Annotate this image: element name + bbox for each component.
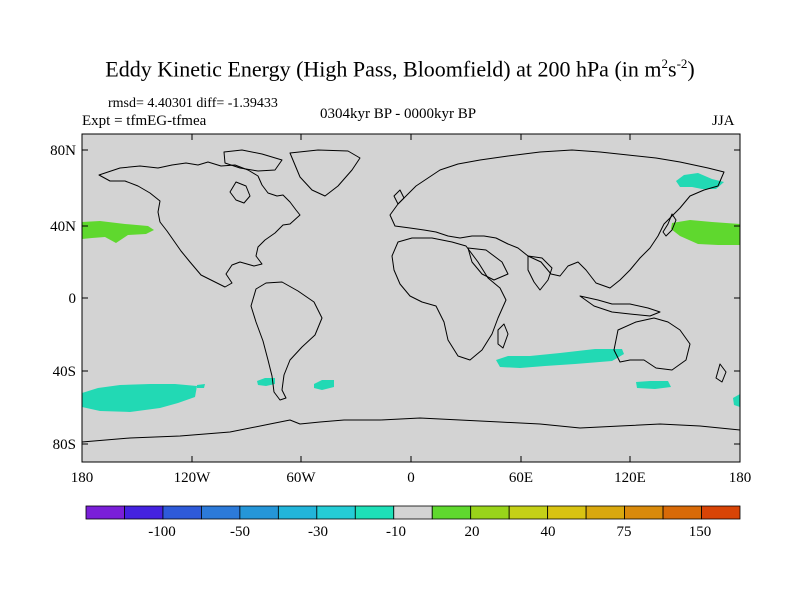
title-sup-1: 2 — [661, 56, 669, 71]
coast-hudson-bay — [229, 181, 251, 204]
colorbar-label: 20 — [465, 524, 480, 540]
stats-text: rmsd= 4.40301 diff= -1.39433 — [108, 96, 278, 111]
colorbar-swatch — [201, 505, 241, 520]
coast-north-america — [98, 161, 301, 288]
colorbar-swatch — [624, 505, 664, 520]
colorbar-label: -10 — [386, 524, 406, 540]
period-text: 0304kyr BP - 0000kyr BP — [320, 106, 477, 122]
lat-label: 40S — [53, 364, 76, 380]
coast-greenland — [289, 149, 361, 197]
title-end: ) — [687, 56, 695, 82]
colorbar-swatch — [701, 505, 741, 520]
colorbar-swatch — [239, 505, 279, 520]
expt-text: Expt = tfmEG-tfmea — [82, 113, 207, 129]
colorbar-swatch — [508, 505, 549, 520]
axis-labels: 80N 40N 0 40S 80S 180 120W 60W 0 60E 120E 180 — [50, 143, 751, 486]
colorbar-label: -30 — [308, 524, 328, 540]
coast-australia — [613, 317, 691, 371]
positive-patch-north-pacific — [82, 221, 154, 243]
lon-label: 0 — [407, 470, 415, 486]
lat-label: 80S — [53, 437, 76, 453]
colorbar-swatch — [354, 505, 395, 520]
colorbar-label: -100 — [148, 524, 176, 540]
lon-label: 180 — [729, 470, 752, 486]
negative-patch-south-of-australia — [636, 381, 671, 389]
lat-label: 0 — [69, 291, 77, 307]
lat-label: 80N — [50, 143, 76, 159]
coast-madagascar — [497, 323, 509, 349]
coast-south-america — [250, 281, 323, 401]
title-sup-2: -2 — [676, 56, 688, 71]
colorbar-swatch — [316, 505, 356, 520]
negative-patch-south-atlantic — [314, 380, 334, 390]
coastlines — [81, 149, 741, 443]
colorbar-swatch — [393, 505, 433, 520]
colorbar-swatch — [277, 505, 318, 520]
plot-title: Eddy Kinetic Energy (High Pass, Bloomfie… — [0, 56, 800, 82]
lon-label: 120W — [174, 470, 212, 486]
coast-arabia — [467, 247, 509, 281]
colorbar-swatch — [162, 505, 202, 520]
coast-africa — [391, 237, 507, 361]
lon-label: 180 — [71, 470, 94, 486]
title-text: Eddy Kinetic Energy (High Pass, Bloomfie… — [105, 56, 662, 82]
coast-new-zealand — [715, 363, 727, 383]
colorbar-label: 150 — [689, 524, 712, 540]
coast-japan — [662, 213, 677, 237]
colorbar-swatch — [124, 505, 164, 520]
negative-patch-east-edge — [733, 394, 740, 407]
lon-label: 60E — [509, 470, 533, 486]
coast-india — [527, 255, 553, 291]
colorbar-swatch — [547, 505, 587, 520]
colorbar-label: 40 — [541, 524, 556, 540]
coast-arctic-islands — [223, 149, 283, 172]
negative-patch-south-pacific — [82, 384, 197, 412]
negative-patch-pacific-small — [197, 384, 205, 388]
map-background — [82, 134, 740, 462]
colorbar-swatch — [431, 505, 472, 520]
colorbar-swatch — [470, 505, 510, 520]
season-text: JJA — [712, 113, 735, 129]
colorbar-swatch — [585, 505, 625, 520]
negative-patch-drake — [257, 378, 275, 386]
title-mid: s — [668, 56, 677, 82]
negative-patch-okhotsk — [676, 173, 724, 189]
coast-antarctica — [81, 417, 741, 443]
lon-label: 60W — [286, 470, 316, 486]
coast-british-isles — [393, 189, 405, 205]
colorbar-swatch — [662, 505, 702, 520]
colorbar-label: -50 — [230, 524, 250, 540]
anomaly-patches — [82, 173, 740, 412]
colorbar: -100 -50 -30 -10 20 40 75 150 — [85, 505, 741, 540]
coast-eurasia — [389, 149, 725, 289]
positive-patch-northwest-pacific — [671, 220, 740, 245]
colorbar-label: 75 — [617, 524, 632, 540]
lon-label: 120E — [614, 470, 646, 486]
lat-label: 40N — [50, 219, 76, 235]
negative-patch-indian-ocean — [496, 349, 624, 368]
coast-indonesia — [579, 295, 661, 317]
colorbar-swatch — [85, 505, 125, 520]
